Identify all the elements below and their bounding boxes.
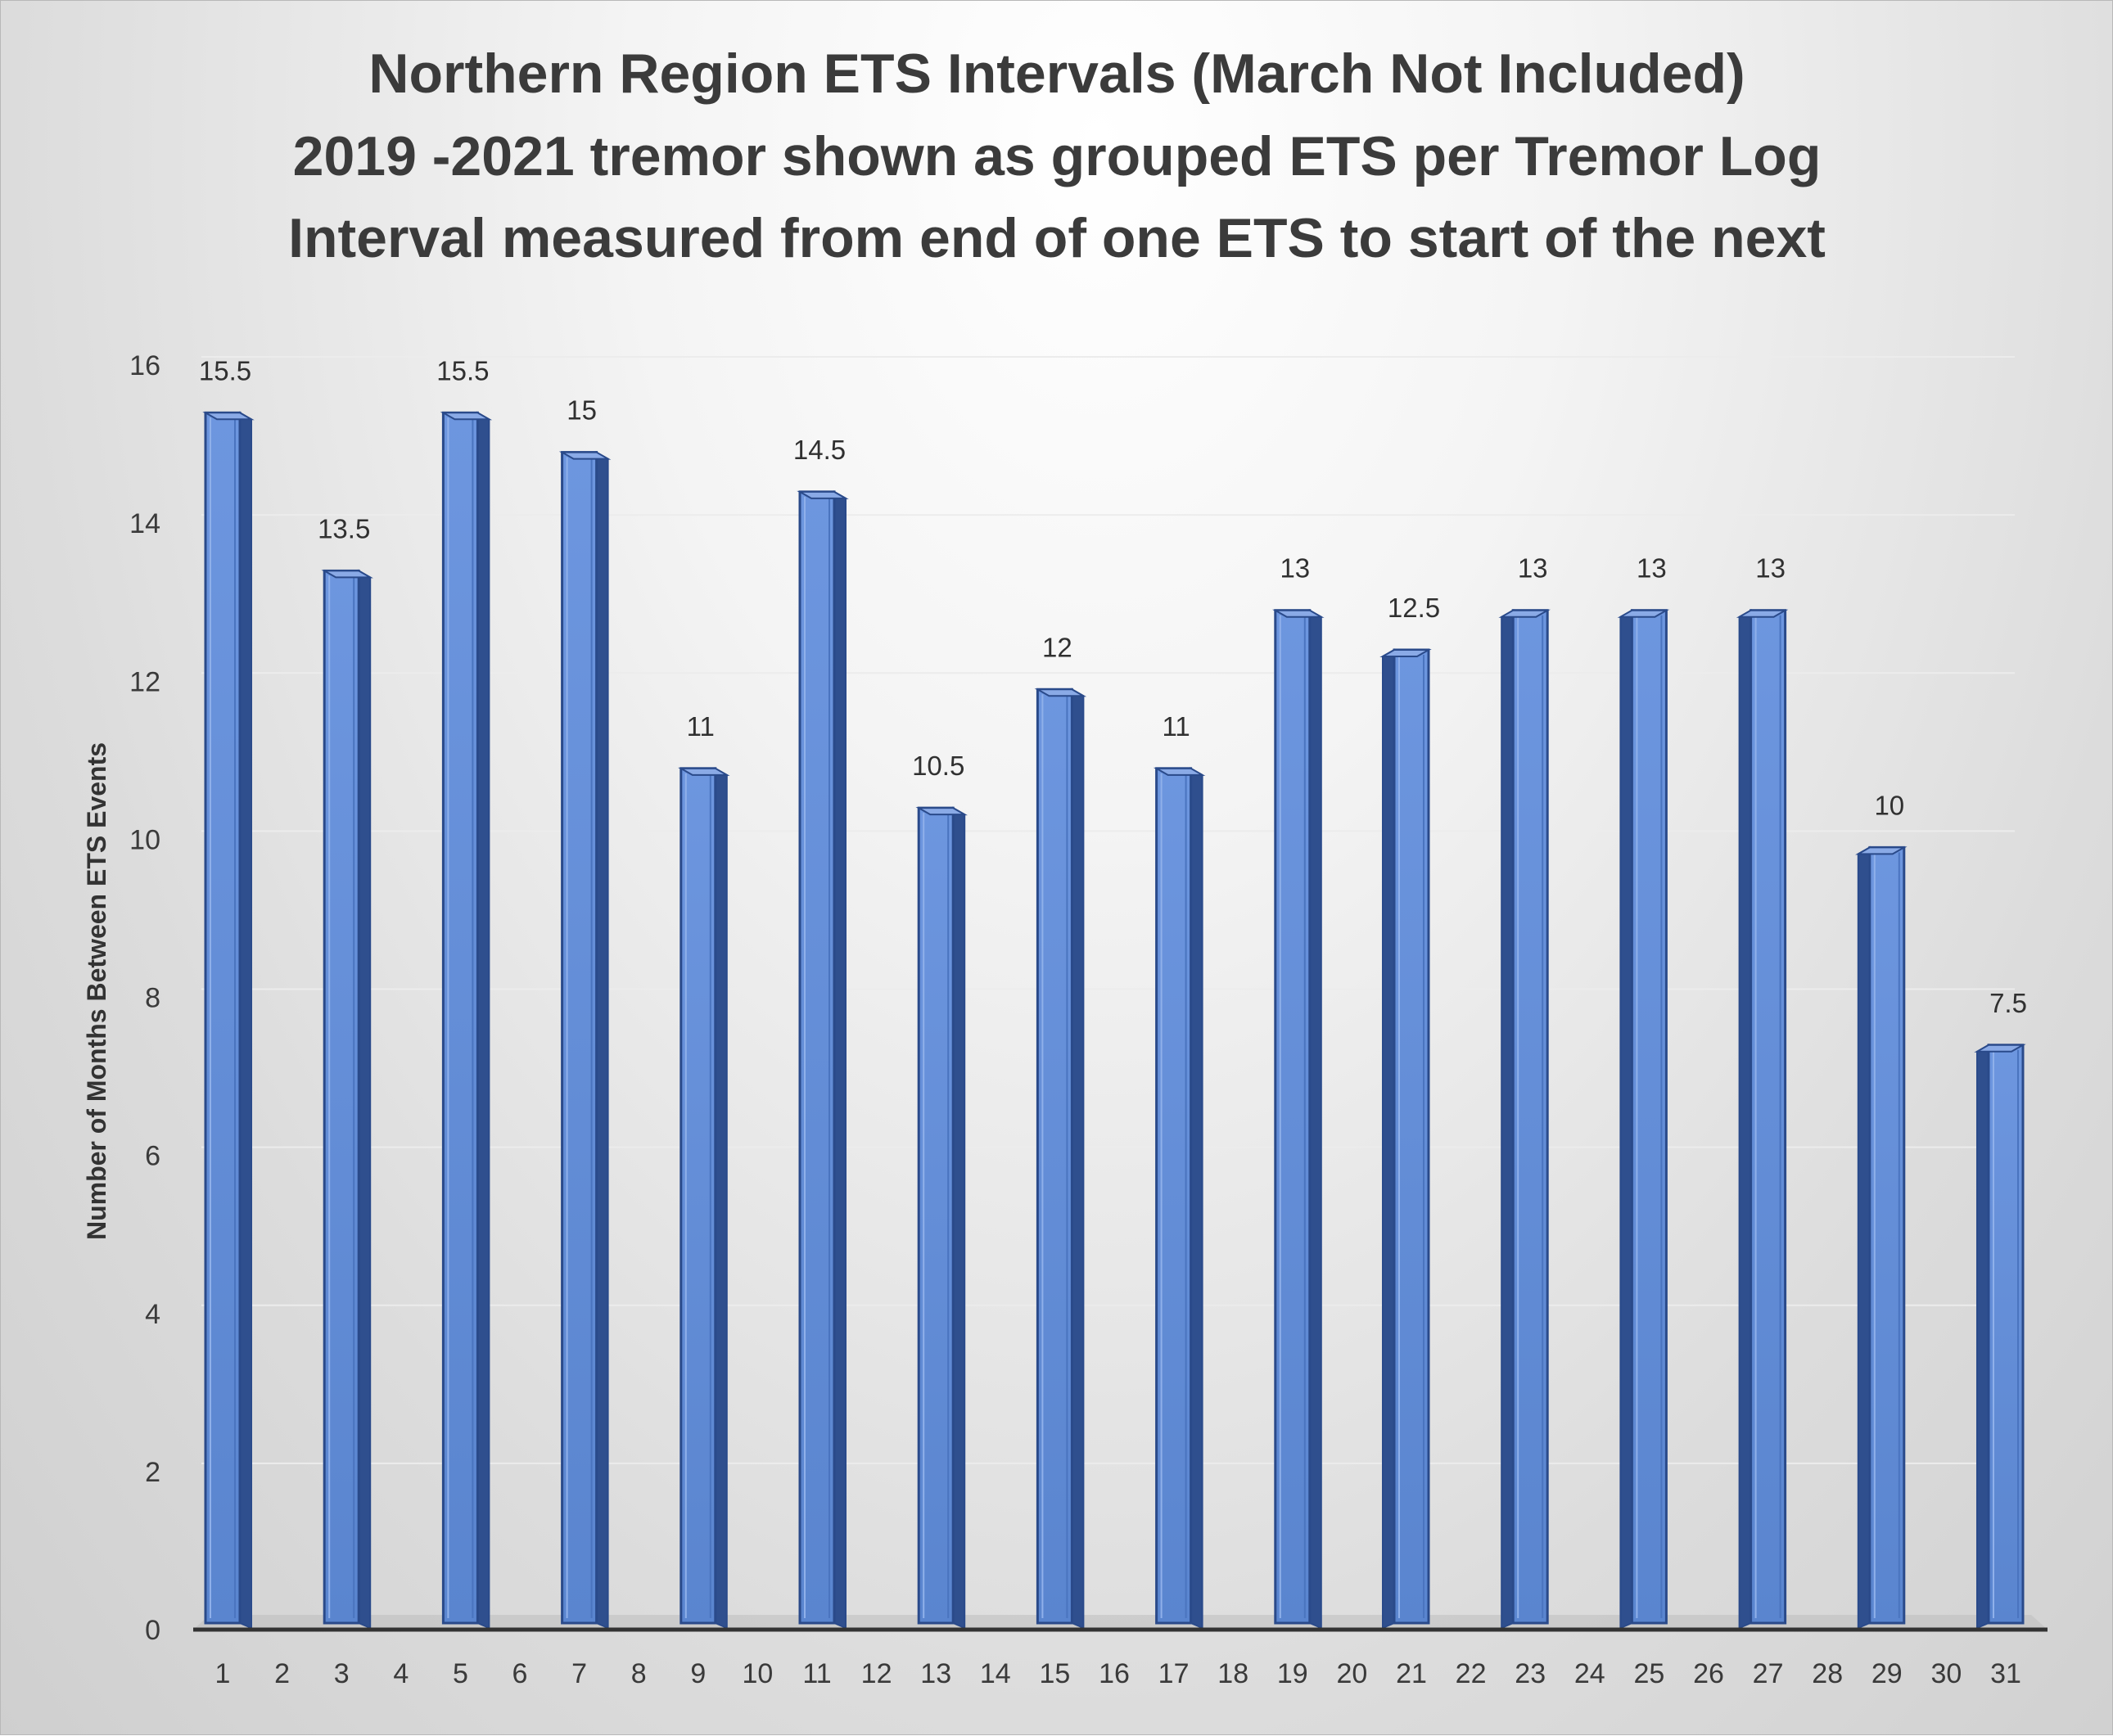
x-tick-label: 27: [1753, 1658, 1784, 1689]
data-label: 15.5: [199, 355, 251, 386]
data-label: 13: [1280, 553, 1310, 584]
chart-floor: [193, 1615, 2048, 1630]
bars: [202, 411, 2026, 1630]
x-tick-label: 21: [1396, 1658, 1427, 1689]
y-tick-label: 6: [145, 1141, 160, 1172]
bar: [321, 569, 373, 1630]
y-tick-label: 2: [145, 1457, 160, 1488]
chart-title-line-1: Northern Region ETS Intervals (March Not…: [368, 43, 1745, 105]
gridlines: [193, 356, 2048, 1630]
bar: [1855, 845, 1908, 1630]
x-tick-label: 16: [1099, 1658, 1130, 1689]
data-label: 11: [1162, 711, 1190, 742]
bar: [1736, 608, 1789, 1630]
x-tick-label: 29: [1871, 1658, 1903, 1689]
x-tick-label: 10: [742, 1658, 773, 1689]
x-tick-label: 9: [690, 1658, 706, 1689]
bar: [1617, 608, 1670, 1630]
x-tick-label: 20: [1336, 1658, 1367, 1689]
data-label: 13: [1518, 553, 1548, 584]
y-tick-label: 8: [145, 983, 160, 1014]
data-labels: 15.5 13.5 15.5 15 11 14.5 10.5 12 11 13 12.5 13 13 13…: [199, 355, 2027, 1018]
chart-title: Northern Region ETS Intervals (March Not…: [288, 43, 1826, 269]
y-tick-label: 10: [129, 824, 160, 855]
bar: [440, 411, 493, 1630]
bar: [558, 450, 612, 1630]
x-tick-label: 24: [1574, 1658, 1605, 1689]
x-tick-label: 7: [571, 1658, 587, 1689]
bar: [1153, 767, 1206, 1630]
y-tick-label: 0: [145, 1615, 160, 1646]
data-label: 7.5: [1989, 988, 2027, 1018]
data-label: 14.5: [793, 435, 846, 465]
data-label: 12.5: [1388, 593, 1440, 623]
bar: [1034, 688, 1087, 1630]
data-label: 13: [1637, 553, 1667, 584]
x-tick-label: 12: [861, 1658, 892, 1689]
x-tick-label: 26: [1693, 1658, 1724, 1689]
data-label: 13.5: [318, 513, 370, 543]
bar: [678, 767, 730, 1630]
x-tick-label: 28: [1812, 1658, 1843, 1689]
x-tick-label: 17: [1158, 1658, 1190, 1689]
y-tick-label: 12: [129, 666, 160, 697]
x-tick-label: 18: [1217, 1658, 1248, 1689]
x-tick-label: 13: [920, 1658, 951, 1689]
x-tick-label: 4: [393, 1658, 409, 1689]
data-label: 13: [1755, 553, 1786, 584]
x-tick-label: 1: [215, 1658, 231, 1689]
x-tick-label: 2: [274, 1658, 290, 1689]
bar: [915, 806, 968, 1630]
bar: [1974, 1044, 2026, 1630]
chart-title-line-2: 2019 -2021 tremor shown as grouped ETS p…: [293, 125, 1822, 187]
x-tick-label: 23: [1515, 1658, 1546, 1689]
x-tick-label: 30: [1930, 1658, 1962, 1689]
x-tick-label: 19: [1277, 1658, 1308, 1689]
data-label: 11: [687, 711, 715, 742]
bar: [202, 411, 255, 1630]
x-tick-label: 6: [512, 1658, 528, 1689]
x-tick-label: 8: [631, 1658, 647, 1689]
y-tick-label: 4: [145, 1299, 160, 1330]
y-tick-label: 14: [129, 508, 160, 539]
data-label: 15: [567, 395, 597, 426]
bar: [1379, 648, 1432, 1630]
x-tick-label: 25: [1633, 1658, 1664, 1689]
x-tick-label: 22: [1456, 1658, 1487, 1689]
x-tick-label: 3: [334, 1658, 350, 1689]
x-tick-label: 31: [1990, 1658, 2021, 1689]
data-label: 15.5: [436, 355, 489, 386]
x-tick-label: 5: [453, 1658, 468, 1689]
y-tick-label: 16: [129, 350, 160, 381]
bar: [797, 490, 849, 1630]
y-axis-title: Number of Months Between ETS Events: [82, 742, 111, 1240]
chart-title-line-3: Interval measured from end of one ETS to…: [288, 207, 1826, 269]
data-label: 10.5: [912, 751, 964, 781]
data-label: 10: [1874, 790, 1904, 820]
bar: [1498, 608, 1551, 1630]
data-label: 12: [1042, 632, 1072, 662]
x-tick-label: 11: [802, 1658, 831, 1689]
bar: [1272, 608, 1325, 1630]
x-tick-label: 14: [980, 1658, 1011, 1689]
x-tick-label: 15: [1039, 1658, 1070, 1689]
